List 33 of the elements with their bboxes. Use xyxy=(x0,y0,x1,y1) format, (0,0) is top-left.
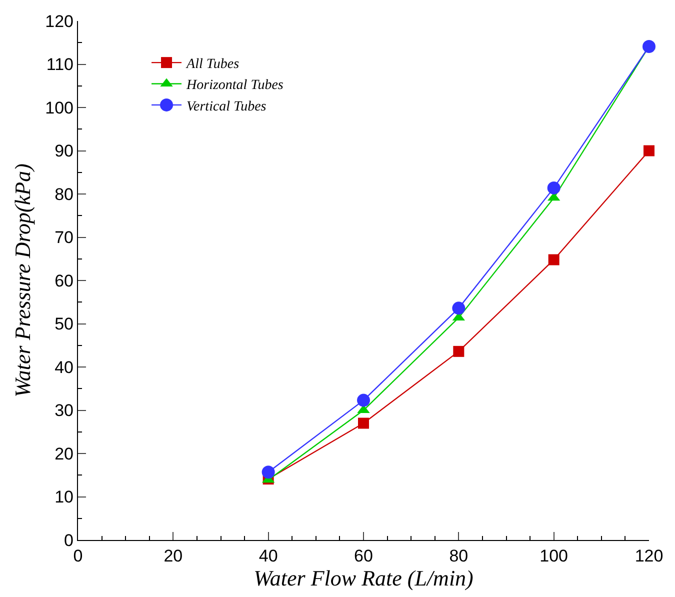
y-tick-label: 0 xyxy=(64,530,74,550)
point xyxy=(642,40,656,54)
point xyxy=(453,346,464,357)
x-tick-label: 100 xyxy=(540,546,568,566)
x-tick-label: 60 xyxy=(354,546,373,566)
y-tick-label: 80 xyxy=(54,184,74,204)
legend-label: All Tubes xyxy=(186,57,240,72)
x-tick-label: 40 xyxy=(258,546,278,566)
y-tick-label: 50 xyxy=(54,314,74,334)
x-tick-label: 80 xyxy=(449,546,468,566)
point xyxy=(548,254,560,266)
point xyxy=(452,302,466,315)
point xyxy=(357,394,370,407)
point xyxy=(547,181,560,194)
y-tick-label: 120 xyxy=(45,12,74,31)
y-tick-label: 30 xyxy=(54,401,74,420)
y-tick-label: 90 xyxy=(54,142,74,161)
point xyxy=(644,145,654,156)
point xyxy=(358,418,369,429)
y-tick-label: 110 xyxy=(46,55,74,74)
x-axis-title: Water Flow Rate (L/min) xyxy=(254,566,474,590)
y-axis-title: Water Pressure Drop(kPa) xyxy=(10,164,35,398)
x-tick-label: 120 xyxy=(634,546,664,566)
point xyxy=(262,466,275,479)
x-tick-label: 20 xyxy=(164,546,183,566)
y-tick-label: 100 xyxy=(45,98,74,118)
y-tick-label: 10 xyxy=(54,488,74,507)
y-tick-label: 40 xyxy=(54,358,74,377)
y-tick-label: 20 xyxy=(54,444,74,464)
y-tick-label: 60 xyxy=(54,271,74,290)
legend-label: Horizontal Tubes xyxy=(186,78,284,94)
y-tick-label: 70 xyxy=(54,228,74,248)
legend-label: Vertical Tubes xyxy=(186,99,267,114)
